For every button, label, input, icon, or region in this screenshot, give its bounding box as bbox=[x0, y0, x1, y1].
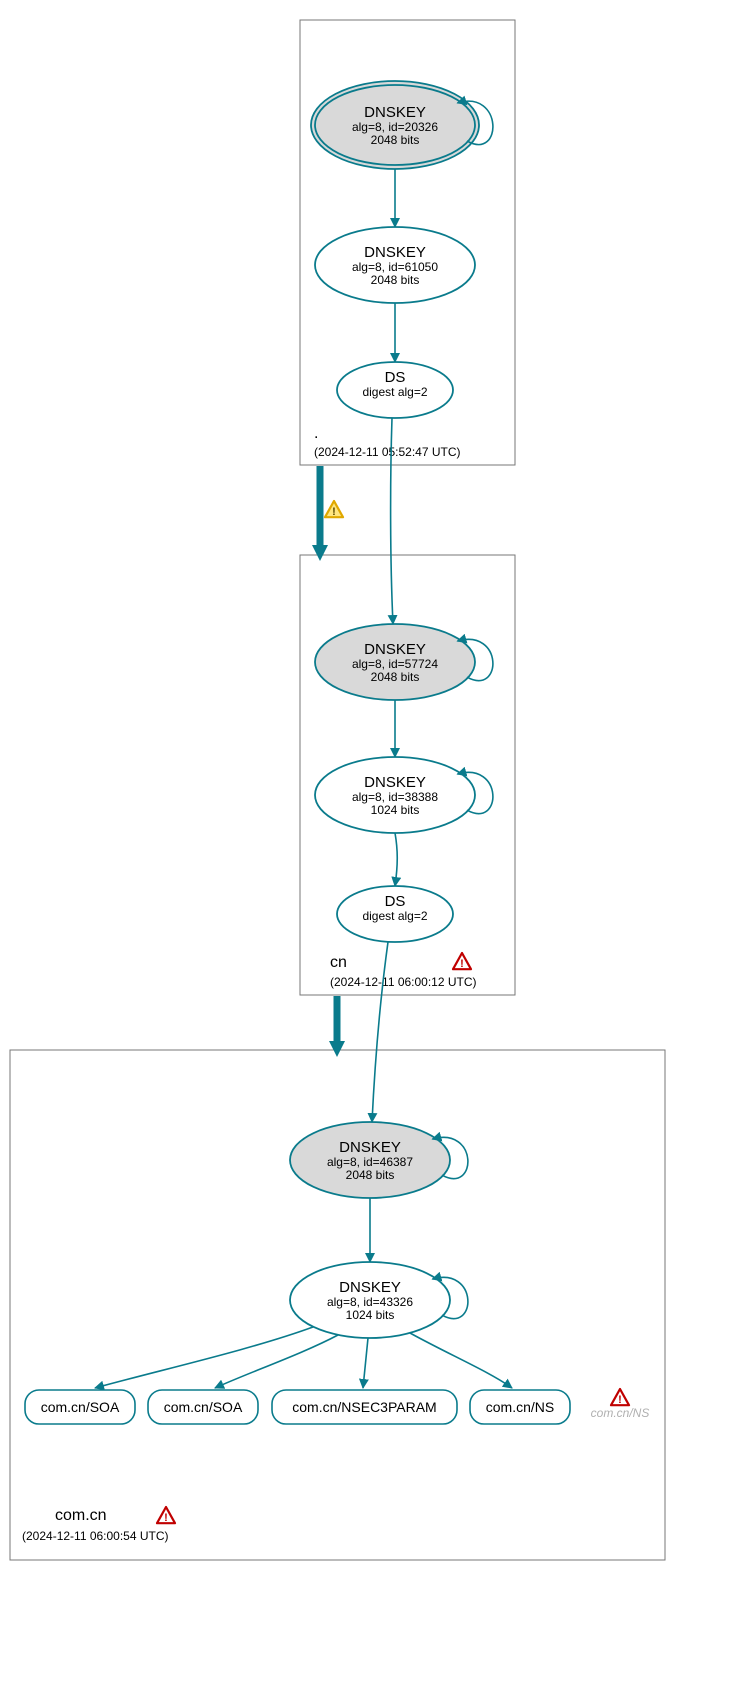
node-subtitle: alg=8, id=57724 bbox=[352, 657, 438, 671]
node-title: DS bbox=[385, 369, 406, 386]
node-subtitle: digest alg=2 bbox=[362, 385, 427, 399]
node-title: DNSKEY bbox=[339, 1139, 401, 1156]
rrset-label: com.cn/NSEC3PARAM bbox=[292, 1399, 436, 1415]
zone-timestamp: (2024-12-11 06:00:12 UTC) bbox=[330, 975, 477, 989]
node-title: DNSKEY bbox=[364, 641, 426, 658]
node-title: DNSKEY bbox=[364, 244, 426, 261]
zone-label: com.cn bbox=[55, 1507, 107, 1524]
node-n2: DNSKEYalg=8, id=610502048 bits bbox=[315, 227, 475, 303]
node-subtitle: alg=8, id=46387 bbox=[327, 1155, 413, 1169]
node-title: DNSKEY bbox=[364, 104, 426, 121]
svg-text:!: ! bbox=[618, 1394, 622, 1406]
svg-text:!: ! bbox=[332, 506, 336, 518]
zone-timestamp: (2024-12-11 05:52:47 UTC) bbox=[314, 445, 461, 459]
rrset-r1: com.cn/SOA bbox=[25, 1390, 135, 1424]
zone-label: . bbox=[314, 425, 318, 442]
rrset-label: com.cn/SOA bbox=[41, 1399, 120, 1415]
node-n3: DSdigest alg=2 bbox=[337, 362, 453, 418]
node-subtitle: alg=8, id=38388 bbox=[352, 790, 438, 804]
node-subtitle: 2048 bits bbox=[371, 273, 420, 287]
node-subtitle: 1024 bits bbox=[346, 1308, 395, 1322]
node-subtitle: 2048 bits bbox=[346, 1168, 395, 1182]
node-subtitle: 2048 bits bbox=[371, 133, 420, 147]
node-subtitle: digest alg=2 bbox=[362, 909, 427, 923]
svg-text:!: ! bbox=[460, 958, 464, 970]
node-title: DS bbox=[385, 893, 406, 910]
node-title: DNSKEY bbox=[364, 774, 426, 791]
rrset-r2: com.cn/SOA bbox=[148, 1390, 258, 1424]
svg-text:!: ! bbox=[164, 1512, 168, 1524]
node-subtitle: alg=8, id=20326 bbox=[352, 120, 438, 134]
node-title: DNSKEY bbox=[339, 1279, 401, 1296]
rrset-label: com.cn/NS bbox=[486, 1399, 554, 1415]
zone-label: cn bbox=[330, 954, 347, 971]
rrset-r3: com.cn/NSEC3PARAM bbox=[272, 1390, 457, 1424]
node-subtitle: alg=8, id=43326 bbox=[327, 1295, 413, 1309]
node-subtitle: 2048 bits bbox=[371, 670, 420, 684]
node-n6: DSdigest alg=2 bbox=[337, 886, 453, 942]
rrset-r4: com.cn/NS bbox=[470, 1390, 570, 1424]
faded-rrset: com.cn/NS bbox=[591, 1406, 650, 1420]
rrset-label: com.cn/SOA bbox=[164, 1399, 243, 1415]
zone-timestamp: (2024-12-11 06:00:54 UTC) bbox=[22, 1529, 169, 1543]
node-subtitle: alg=8, id=61050 bbox=[352, 260, 438, 274]
node-subtitle: 1024 bits bbox=[371, 803, 420, 817]
